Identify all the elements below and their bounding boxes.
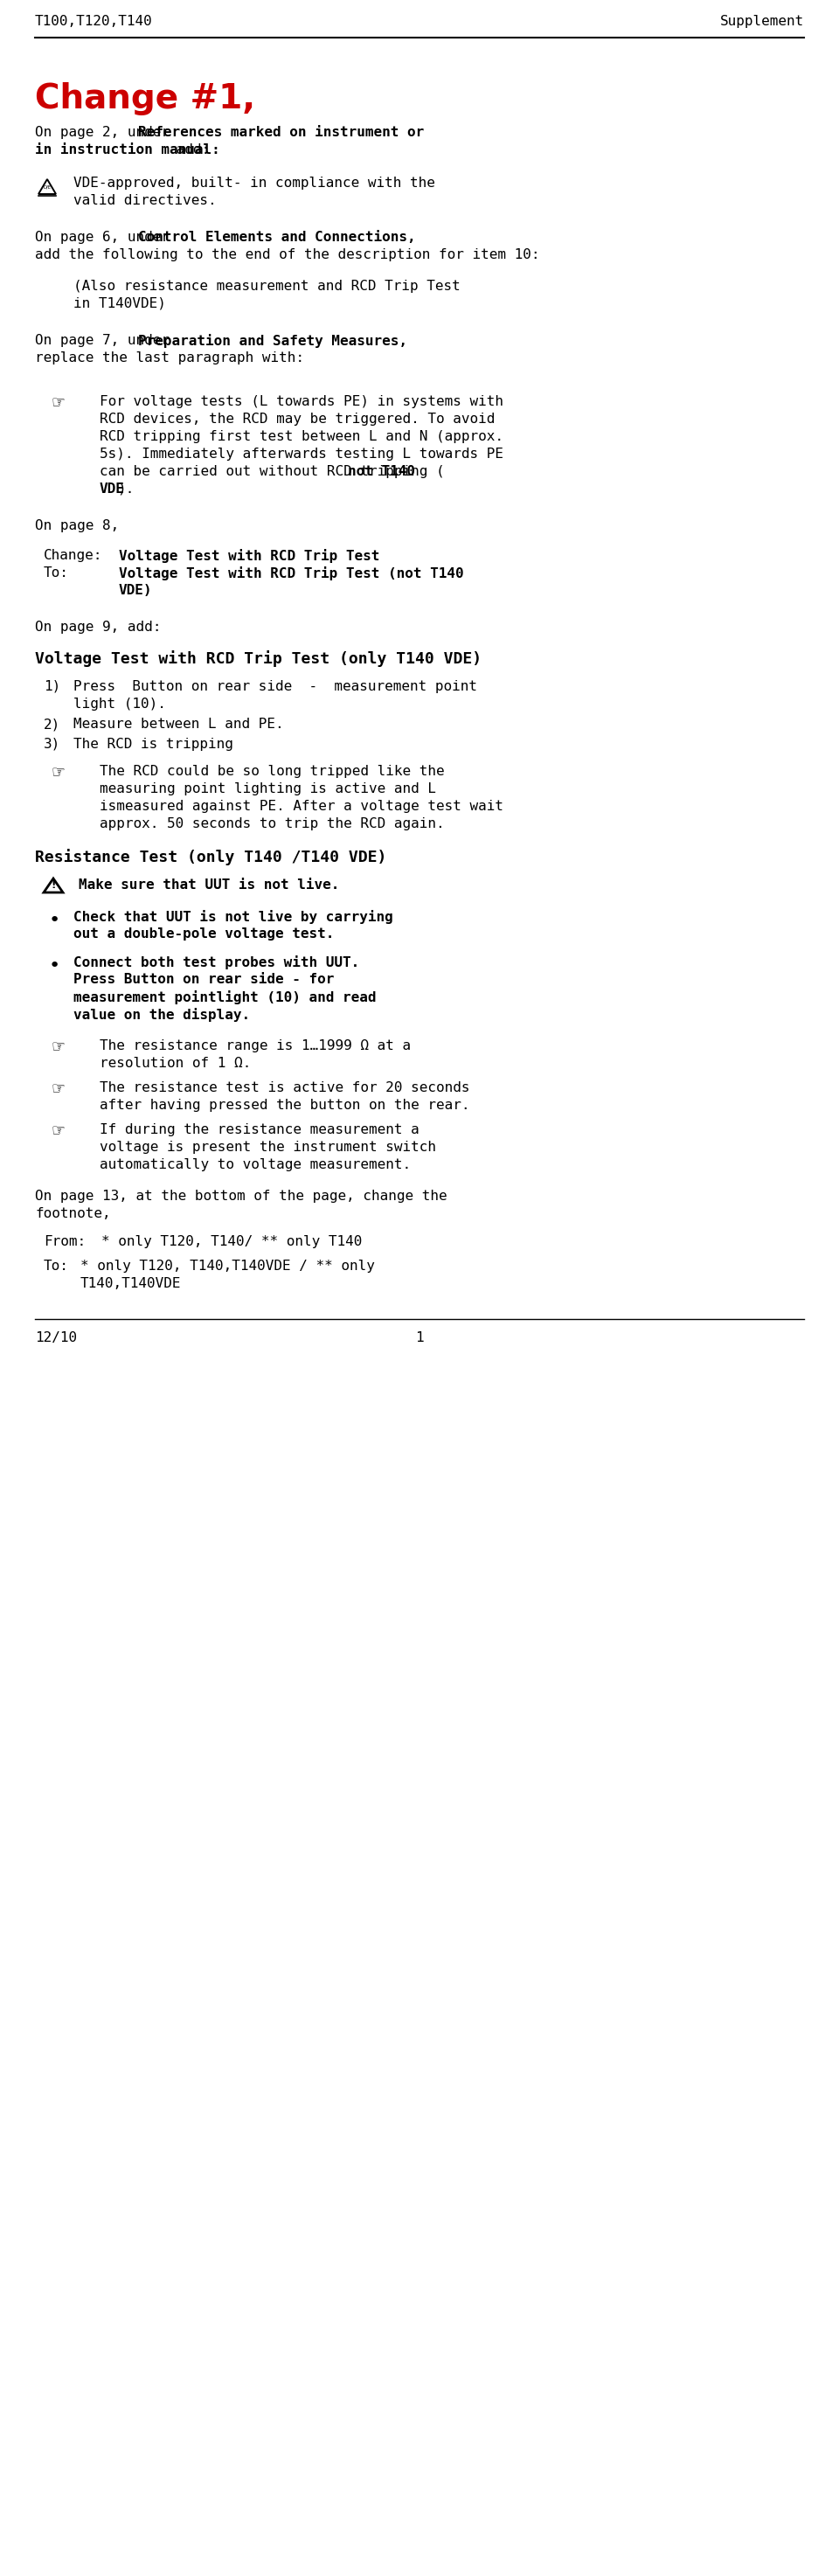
Text: 2): 2) — [44, 719, 60, 732]
Text: On page 13, at the bottom of the page, change the: On page 13, at the bottom of the page, c… — [35, 1190, 447, 1203]
Text: 3): 3) — [44, 737, 60, 750]
Text: Resistance Test (only T140 /T140 VDE): Resistance Test (only T140 /T140 VDE) — [35, 848, 387, 866]
Text: Voltage Test with RCD Trip Test: Voltage Test with RCD Trip Test — [119, 549, 379, 564]
Text: ☞: ☞ — [50, 1038, 65, 1054]
Text: Change #1,: Change #1, — [35, 82, 255, 116]
Text: 1): 1) — [44, 680, 60, 693]
Text: On page 7, under: On page 7, under — [35, 335, 178, 348]
Text: VDE): VDE) — [119, 585, 153, 598]
Text: The resistance test is active for 20 seconds: The resistance test is active for 20 sec… — [100, 1082, 470, 1095]
Text: Measure between L and PE.: Measure between L and PE. — [74, 719, 284, 732]
Text: For voltage tests (L towards PE) in systems with: For voltage tests (L towards PE) in syst… — [100, 394, 503, 407]
Text: ☞: ☞ — [50, 1079, 65, 1097]
Text: Connect both test probes with UUT.: Connect both test probes with UUT. — [74, 956, 359, 969]
Text: can be carried out without RCD tripping (: can be carried out without RCD tripping … — [100, 466, 445, 479]
Text: 12/10: 12/10 — [35, 1332, 77, 1345]
Text: If during the resistance measurement a: If during the resistance measurement a — [100, 1123, 420, 1136]
Text: 1: 1 — [415, 1332, 424, 1345]
Text: RCD devices, the RCD may be triggered. To avoid: RCD devices, the RCD may be triggered. T… — [100, 412, 495, 425]
Text: 5s). Immediately afterwards testing L towards PE: 5s). Immediately afterwards testing L to… — [100, 448, 503, 461]
Text: Preparation and Safety Measures,: Preparation and Safety Measures, — [138, 335, 407, 348]
Text: valid directives.: valid directives. — [74, 193, 216, 206]
Text: •: • — [49, 958, 60, 974]
Text: The RCD could be so long tripped like the: The RCD could be so long tripped like th… — [100, 765, 445, 778]
Text: in instruction manual:: in instruction manual: — [35, 144, 220, 157]
Text: * only T120, T140,T140VDE / ** only: * only T120, T140,T140VDE / ** only — [81, 1260, 375, 1273]
Text: ).: ). — [117, 482, 134, 495]
Text: Check that UUT is not live by carrying: Check that UUT is not live by carrying — [74, 909, 393, 925]
Text: measurement pointlight (10) and read: measurement pointlight (10) and read — [74, 989, 376, 1005]
Text: add:: add: — [168, 144, 210, 157]
Text: T100,T120,T140: T100,T120,T140 — [35, 15, 153, 28]
Text: To:: To: — [44, 1260, 69, 1273]
Text: * only T120, T140/ ** only T140: * only T120, T140/ ** only T140 — [102, 1234, 362, 1249]
Text: Voltage Test with RCD Trip Test (not T140: Voltage Test with RCD Trip Test (not T14… — [119, 567, 464, 580]
Text: On page 8,: On page 8, — [35, 520, 119, 533]
Text: out a double-pole voltage test.: out a double-pole voltage test. — [74, 927, 334, 940]
Text: ☞: ☞ — [50, 394, 65, 410]
Text: approx. 50 seconds to trip the RCD again.: approx. 50 seconds to trip the RCD again… — [100, 817, 445, 829]
Text: On page 2, under: On page 2, under — [35, 126, 178, 139]
Text: value on the display.: value on the display. — [74, 1007, 250, 1023]
Text: RCD tripping first test between L and N (approx.: RCD tripping first test between L and N … — [100, 430, 503, 443]
Text: To:: To: — [44, 567, 69, 580]
Text: Change:: Change: — [44, 549, 102, 562]
Text: VDE: VDE — [100, 482, 125, 495]
Text: On page 9, add:: On page 9, add: — [35, 621, 161, 634]
Text: not T140: not T140 — [347, 466, 415, 479]
Text: replace the last paragraph with:: replace the last paragraph with: — [35, 350, 304, 363]
Text: (Also resistance measurement and RCD Trip Test: (Also resistance measurement and RCD Tri… — [74, 281, 461, 294]
Text: References marked on instrument or: References marked on instrument or — [138, 126, 424, 139]
Text: Press Button on rear side - for: Press Button on rear side - for — [74, 974, 334, 987]
Text: Make sure that UUT is not live.: Make sure that UUT is not live. — [79, 878, 340, 891]
Text: The RCD is tripping: The RCD is tripping — [74, 737, 233, 750]
Text: in T140VDE): in T140VDE) — [74, 296, 166, 309]
Text: Control Elements and Connections,: Control Elements and Connections, — [138, 232, 415, 245]
Text: automatically to voltage measurement.: automatically to voltage measurement. — [100, 1159, 411, 1172]
Text: •: • — [49, 912, 60, 930]
Text: VDE-approved, built- in compliance with the: VDE-approved, built- in compliance with … — [74, 178, 435, 191]
Text: D/E: D/E — [44, 185, 51, 191]
Text: Voltage Test with RCD Trip Test (only T140 VDE): Voltage Test with RCD Trip Test (only T1… — [35, 649, 482, 667]
Text: resolution of 1 Ω.: resolution of 1 Ω. — [100, 1056, 251, 1069]
Text: !: ! — [51, 881, 55, 891]
Text: From:: From: — [44, 1234, 86, 1249]
Text: measuring point lighting is active and L: measuring point lighting is active and L — [100, 783, 436, 796]
Text: add the following to the end of the description for item 10:: add the following to the end of the desc… — [35, 247, 539, 260]
Text: ☞: ☞ — [50, 765, 65, 781]
Text: ismeasured against PE. After a voltage test wait: ismeasured against PE. After a voltage t… — [100, 799, 503, 814]
Text: T140,T140VDE: T140,T140VDE — [81, 1278, 181, 1291]
Text: The resistance range is 1…1999 Ω at a: The resistance range is 1…1999 Ω at a — [100, 1038, 411, 1054]
Text: Supplement: Supplement — [720, 15, 804, 28]
Text: ☞: ☞ — [50, 1123, 65, 1139]
Text: after having pressed the button on the rear.: after having pressed the button on the r… — [100, 1100, 470, 1113]
Text: Press  Button on rear side  -  measurement point: Press Button on rear side - measurement … — [74, 680, 477, 693]
Text: footnote,: footnote, — [35, 1208, 111, 1221]
Text: On page 6, under: On page 6, under — [35, 232, 178, 245]
Text: voltage is present the instrument switch: voltage is present the instrument switch — [100, 1141, 436, 1154]
Text: light (10).: light (10). — [74, 698, 166, 711]
